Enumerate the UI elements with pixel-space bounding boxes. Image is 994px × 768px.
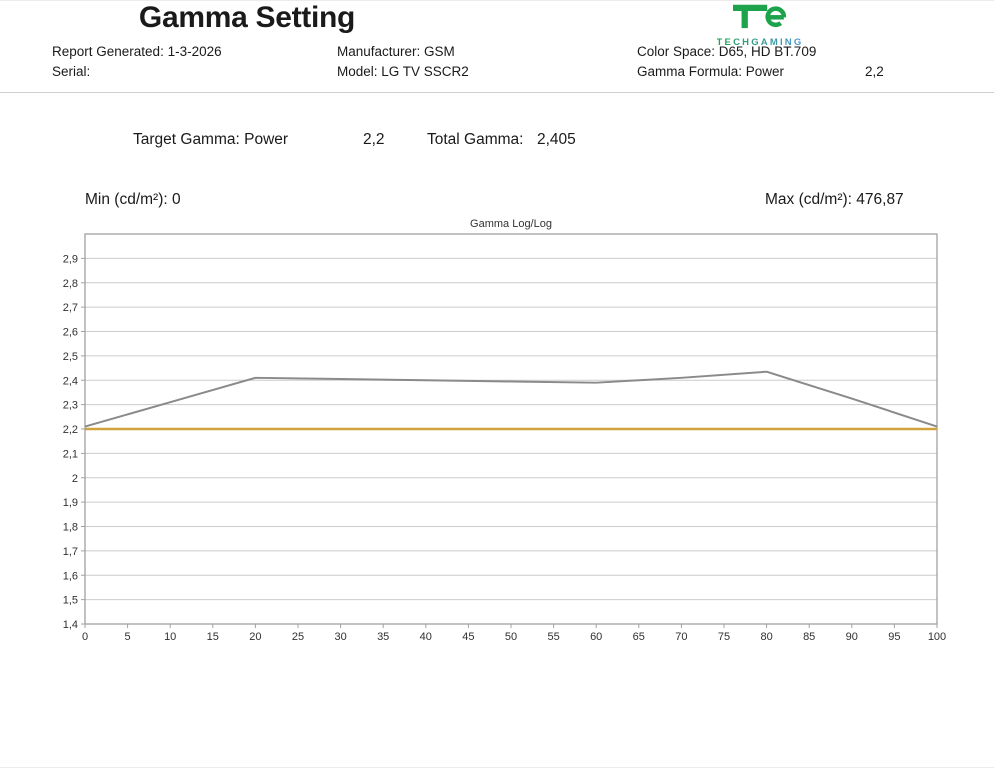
- target-gamma-label: Target Gamma: Power: [133, 131, 289, 148]
- svg-text:15: 15: [207, 631, 219, 643]
- svg-text:65: 65: [633, 631, 645, 643]
- gamma-formula-value: 2,2: [865, 64, 884, 79]
- svg-text:5: 5: [125, 631, 131, 643]
- svg-text:1,9: 1,9: [63, 497, 78, 509]
- svg-text:10: 10: [164, 631, 176, 643]
- total-gamma-value: 2,405: [537, 131, 576, 148]
- manufacturer: Manufacturer: GSM: [337, 44, 455, 59]
- svg-text:1,6: 1,6: [63, 570, 78, 582]
- color-space: Color Space: D65, HD BT.709: [637, 44, 817, 59]
- svg-text:45: 45: [462, 631, 474, 643]
- svg-text:0: 0: [82, 631, 88, 643]
- total-gamma-label: Total Gamma:: [427, 131, 524, 148]
- svg-text:2,8: 2,8: [63, 278, 78, 290]
- svg-text:90: 90: [846, 631, 858, 643]
- svg-text:2,1: 2,1: [63, 448, 78, 460]
- svg-text:2,2: 2,2: [63, 424, 78, 436]
- model: Model: LG TV SSCR2: [337, 64, 469, 79]
- svg-text:20: 20: [249, 631, 261, 643]
- svg-text:2,6: 2,6: [63, 327, 78, 339]
- max-luminance: Max (cd/m²): 476,87: [765, 191, 904, 208]
- svg-text:100: 100: [928, 631, 946, 643]
- svg-text:55: 55: [547, 631, 559, 643]
- svg-text:95: 95: [888, 631, 900, 643]
- svg-text:60: 60: [590, 631, 602, 643]
- svg-text:80: 80: [760, 631, 772, 643]
- svg-text:2,3: 2,3: [63, 400, 78, 412]
- min-luminance: Min (cd/m²): 0: [85, 191, 181, 208]
- svg-text:2: 2: [72, 473, 78, 485]
- svg-text:1,8: 1,8: [63, 522, 78, 534]
- svg-text:40: 40: [420, 631, 432, 643]
- gamma-formula-label: Gamma Formula: Power: [637, 64, 785, 79]
- report-generated: Report Generated: 1-3-2026: [52, 44, 222, 59]
- target-gamma-value: 2,2: [363, 131, 385, 148]
- svg-text:2,7: 2,7: [63, 302, 78, 314]
- svg-text:50: 50: [505, 631, 517, 643]
- svg-text:35: 35: [377, 631, 389, 643]
- svg-text:85: 85: [803, 631, 815, 643]
- svg-text:75: 75: [718, 631, 730, 643]
- svg-text:2,9: 2,9: [63, 253, 78, 265]
- techgaming-logo-icon: [733, 4, 787, 29]
- svg-text:2,4: 2,4: [63, 375, 78, 387]
- brand-wordmark: TECHGAMING: [716, 37, 804, 48]
- svg-text:30: 30: [334, 631, 346, 643]
- page-title: Gamma Setting: [138, 1, 356, 34]
- svg-text:2,5: 2,5: [63, 351, 78, 363]
- svg-text:25: 25: [292, 631, 304, 643]
- chart-title: Gamma Log/Log: [470, 218, 552, 230]
- serial: Serial:: [52, 64, 91, 79]
- svg-text:1,7: 1,7: [63, 546, 78, 558]
- header-divider: [0, 92, 994, 93]
- svg-text:70: 70: [675, 631, 687, 643]
- svg-text:1,5: 1,5: [63, 595, 78, 607]
- techgaming-logo: TECHGAMING: [695, 2, 825, 49]
- svg-text:1,4: 1,4: [63, 619, 78, 631]
- gamma-log-log-chart: 1,4 1,5 1,6 1,7 1,8 1,9 2 2,1 2,2 2,3 2,4 2,5 2,6 2,7…: [63, 233, 946, 643]
